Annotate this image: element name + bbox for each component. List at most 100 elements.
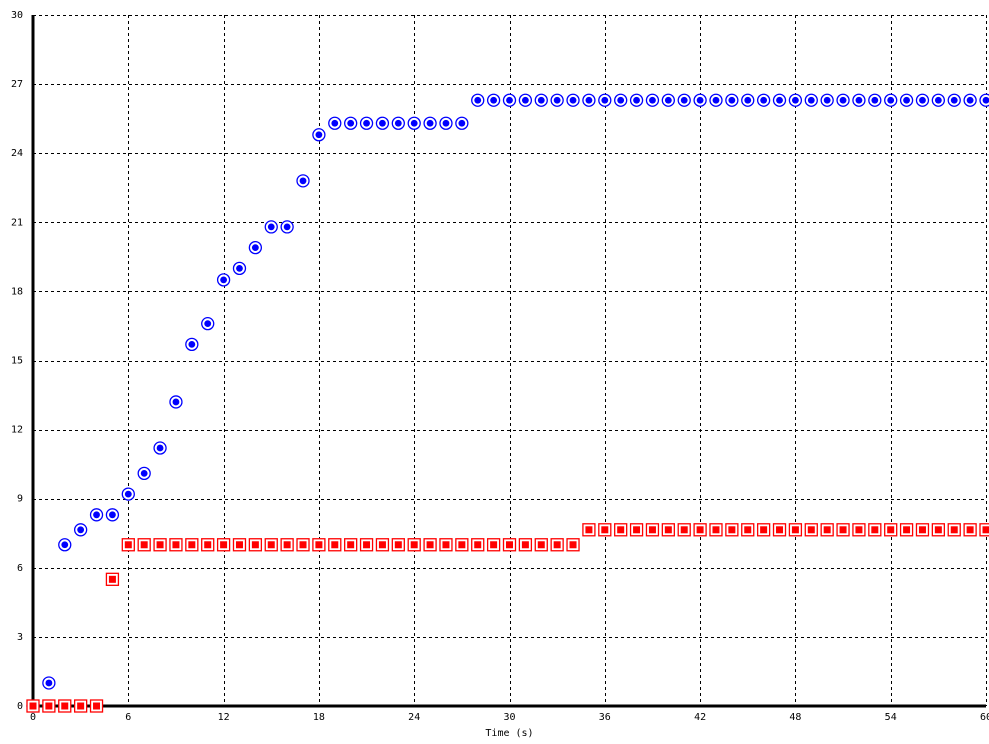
data-point xyxy=(137,538,151,552)
data-point xyxy=(868,523,882,537)
data-point xyxy=(677,93,691,107)
x-tick-label: 36 xyxy=(599,712,611,723)
data-point xyxy=(979,93,989,107)
data-point xyxy=(820,93,834,107)
data-point xyxy=(820,523,834,537)
data-point xyxy=(232,538,247,552)
data-point xyxy=(614,93,628,107)
data-point xyxy=(201,538,215,552)
data-point xyxy=(614,523,628,537)
x-tick-label: 48 xyxy=(789,712,801,723)
x-tick-label: 12 xyxy=(218,712,230,723)
data-point xyxy=(852,523,866,537)
data-point xyxy=(629,93,644,107)
data-point xyxy=(756,523,771,537)
data-point xyxy=(201,316,215,331)
data-point xyxy=(391,538,405,552)
data-point xyxy=(216,538,231,552)
data-point xyxy=(645,93,660,107)
y-tick-label: 6 xyxy=(17,563,23,574)
series-square xyxy=(26,523,989,713)
data-point xyxy=(788,93,803,107)
data-point xyxy=(741,523,755,537)
x-tick-label: 60 xyxy=(980,712,989,723)
data-point xyxy=(185,538,199,552)
data-point xyxy=(344,538,358,552)
x-tick-label: 24 xyxy=(408,712,420,723)
data-point xyxy=(359,116,374,130)
data-point xyxy=(423,538,437,552)
data-point xyxy=(645,523,660,537)
data-point xyxy=(423,116,437,130)
grid xyxy=(33,15,987,706)
data-point xyxy=(296,538,310,552)
x-tick-label: 54 xyxy=(885,712,897,723)
data-series xyxy=(26,93,989,713)
data-point xyxy=(471,538,485,552)
x-tick-label: 0 xyxy=(30,712,36,723)
y-tick-label: 15 xyxy=(11,356,23,367)
data-point xyxy=(248,240,263,255)
data-point xyxy=(58,538,72,552)
data-point xyxy=(248,538,263,552)
data-point xyxy=(884,93,898,107)
data-point xyxy=(963,523,977,537)
x-tick-label: 30 xyxy=(503,712,515,723)
data-point xyxy=(868,93,882,107)
data-point xyxy=(121,538,135,552)
data-point xyxy=(598,93,612,107)
data-point xyxy=(725,523,739,537)
data-point xyxy=(677,523,691,537)
data-point xyxy=(375,538,390,552)
data-point xyxy=(280,538,294,552)
data-point xyxy=(836,93,850,107)
data-point xyxy=(598,523,612,537)
data-point xyxy=(471,93,485,107)
y-tick-label: 3 xyxy=(17,632,23,643)
data-point xyxy=(788,523,803,537)
data-point xyxy=(661,523,675,537)
data-point xyxy=(963,93,977,107)
tick-labels: 06121824303642485460036912151821242730 xyxy=(11,10,989,723)
data-point xyxy=(725,93,739,107)
data-point xyxy=(486,538,501,552)
data-point xyxy=(89,699,104,713)
data-point xyxy=(264,538,278,552)
data-point xyxy=(439,538,453,552)
data-point xyxy=(566,538,580,552)
data-point xyxy=(931,523,945,537)
data-point xyxy=(137,466,151,481)
data-point xyxy=(518,93,533,107)
data-point xyxy=(899,93,914,107)
series-circle xyxy=(26,93,989,713)
data-point xyxy=(884,523,898,537)
data-point xyxy=(74,523,88,537)
data-point xyxy=(121,487,135,501)
x-tick-label: 18 xyxy=(313,712,325,723)
data-point xyxy=(582,523,596,537)
data-point xyxy=(169,538,183,552)
data-point xyxy=(502,93,517,107)
data-point xyxy=(550,93,564,107)
x-axis-title: Time (s) xyxy=(485,728,533,739)
y-tick-label: 12 xyxy=(11,425,23,436)
data-point xyxy=(312,538,326,552)
data-point xyxy=(105,572,120,586)
data-point xyxy=(169,395,183,409)
data-point xyxy=(915,523,930,537)
data-point xyxy=(280,220,294,234)
data-point xyxy=(375,116,390,130)
data-point xyxy=(852,93,866,107)
x-tick-label: 42 xyxy=(694,712,706,723)
data-point xyxy=(359,538,374,552)
data-point xyxy=(105,508,120,522)
data-point xyxy=(709,523,723,537)
data-point xyxy=(455,538,469,552)
data-point xyxy=(216,273,231,287)
data-point xyxy=(312,128,326,142)
y-tick-label: 21 xyxy=(11,217,23,228)
data-point xyxy=(534,538,548,552)
data-point xyxy=(741,93,755,107)
data-point xyxy=(534,93,548,107)
data-point xyxy=(502,538,517,552)
